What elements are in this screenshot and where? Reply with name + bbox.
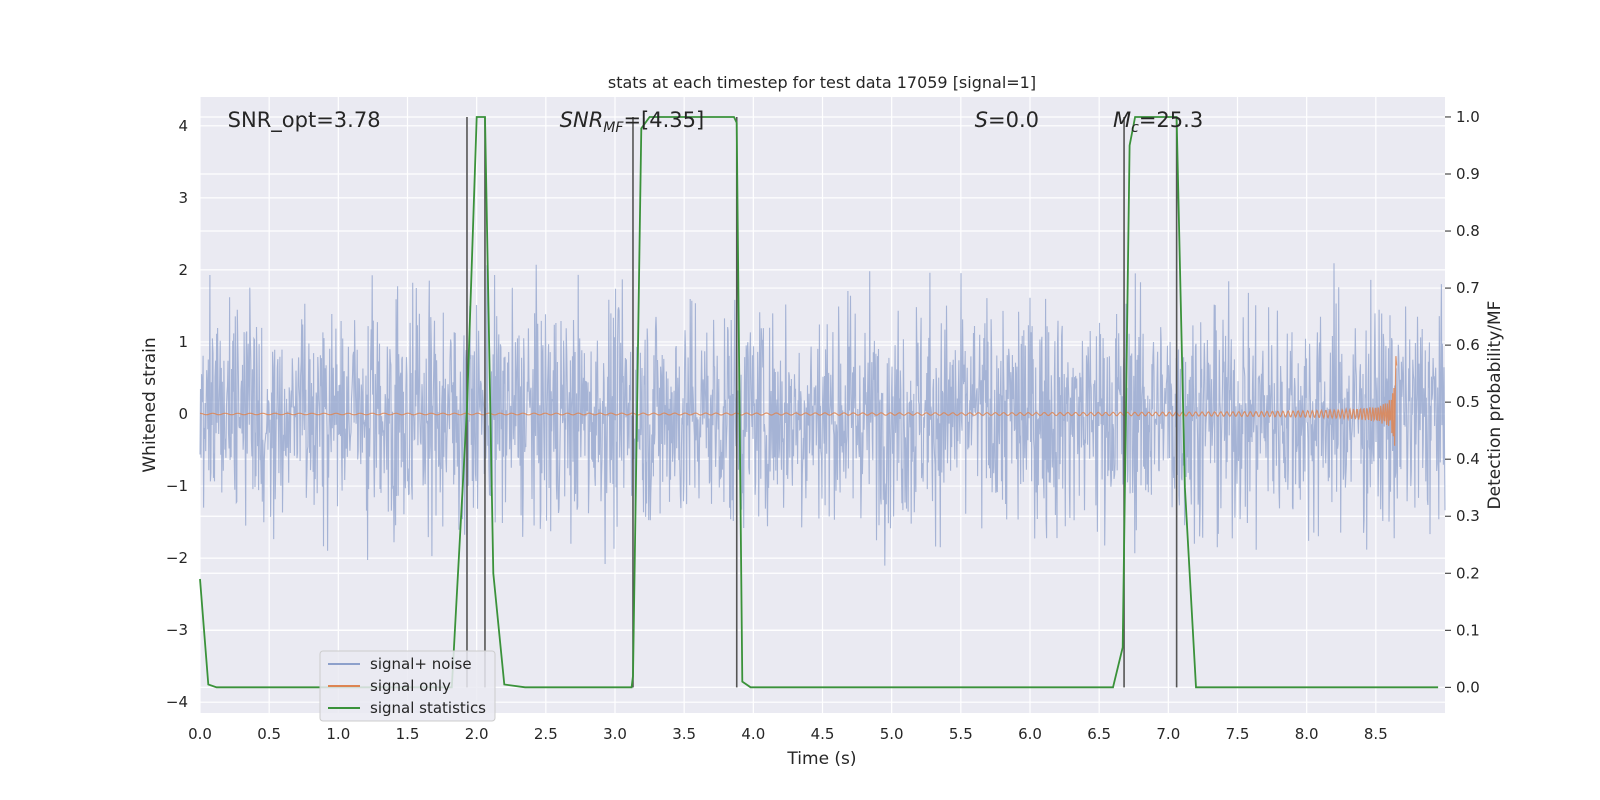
x-tick-label: 4.0	[741, 725, 765, 743]
y-tick-label: −2	[166, 549, 188, 567]
x-tick-label: 0.0	[188, 725, 212, 743]
y-tick-label: −3	[166, 621, 188, 639]
x-tick-label: 2.5	[534, 725, 558, 743]
annotation-value: =0.0	[988, 108, 1039, 132]
annotation: Mc=25.3	[1113, 108, 1203, 136]
annotation-subscript: c	[1131, 120, 1139, 136]
legend-label-signal-only: signal only	[370, 677, 451, 695]
x-tick-label: 5.0	[880, 725, 904, 743]
y-axis-label: Whitened strain	[140, 337, 160, 472]
annotations: SNR_opt=3.78 SNRMF=[4.35] S=0.0 Mc=25.3	[228, 108, 1204, 136]
y-tick-label: 1	[178, 333, 188, 351]
x-tick-label: 3.5	[672, 725, 696, 743]
annotation-subscript: MF	[603, 120, 624, 136]
y2-tick-label: 0.2	[1456, 564, 1480, 582]
annotation-value: =25.3	[1139, 108, 1203, 132]
annotation: S=0.0	[975, 108, 1039, 132]
x-tick-labels: 0.0 0.5 1.0 1.5 2.0 2.5 3.0 3.5 4.0 4.5 5.0 5.5 6.0 6…	[188, 725, 1388, 743]
y2-tick-label: 0.4	[1456, 450, 1480, 468]
y-tick-label: 3	[178, 189, 188, 207]
legend-label-signal-noise: signal+ noise	[370, 655, 472, 673]
annotation: SNRMF=[4.35]	[560, 108, 705, 136]
y2-tick-label: 0.8	[1456, 222, 1480, 240]
legend-label-signal-statistics: signal statistics	[370, 699, 486, 717]
series-signal-only	[199, 356, 1398, 446]
chirp-line	[199, 356, 1398, 446]
series-signal-noise	[199, 263, 1446, 566]
x-tick-label: 8.5	[1364, 725, 1388, 743]
statistics-line	[199, 116, 1439, 689]
x-tick-label: 4.5	[811, 725, 835, 743]
annotation-symbol: M	[1113, 108, 1131, 132]
y-tick-label: −4	[166, 693, 188, 711]
x-tick-label: 6.0	[1018, 725, 1042, 743]
x-tick-label: 1.0	[326, 725, 350, 743]
chart-title: stats at each timestep for test data 170…	[608, 73, 1036, 92]
y2-tick-labels: 1.0 0.9 0.8 0.7 0.6 0.5 0.4 0.3 0.2 0.1 0.0	[1445, 108, 1480, 696]
annotation-symbol: SNR	[560, 108, 604, 132]
y2-tick-label: 0.5	[1456, 393, 1480, 411]
x-tick-label: 1.5	[396, 725, 420, 743]
x-axis-label: Time (s)	[786, 749, 856, 769]
annotation-value: =[4.35]	[623, 108, 704, 132]
y2-tick-label: 0.1	[1456, 621, 1480, 639]
y-tick-label: 4	[178, 117, 188, 135]
x-tick-label: 6.5	[1087, 725, 1111, 743]
y2-tick-label: 0.3	[1456, 507, 1480, 525]
x-tick-label: 7.0	[1156, 725, 1180, 743]
x-tick-label: 2.0	[465, 725, 489, 743]
y2-tick-label: 0.7	[1456, 279, 1480, 297]
y-tick-label: 0	[178, 405, 188, 423]
legend-box	[319, 650, 496, 722]
y-tick-label: 2	[178, 261, 188, 279]
y2-tick-label: 0.0	[1456, 678, 1480, 696]
y2-axis-label: Detection probability/MF	[1485, 301, 1505, 510]
x-tick-label: 7.5	[1226, 725, 1250, 743]
y2-tick-label: 0.9	[1456, 165, 1480, 183]
noise-line	[199, 263, 1446, 566]
x-tick-label: 0.5	[257, 725, 281, 743]
y2-tick-label: 0.6	[1456, 336, 1480, 354]
y-tick-labels: 4 3 2 1 0 −1 −2 −3 −4	[166, 117, 188, 711]
x-tick-label: 8.0	[1295, 725, 1319, 743]
x-tick-label: 5.5	[949, 725, 973, 743]
x-tick-label: 3.0	[603, 725, 627, 743]
y2-tick-label: 1.0	[1456, 108, 1480, 126]
annotation-symbol: S	[975, 108, 988, 132]
annotation: SNR_opt=3.78	[228, 108, 381, 133]
y-tick-label: −1	[166, 477, 188, 495]
legend: signal+ noise signal only signal statist…	[319, 650, 496, 722]
series-signal-statistics	[199, 116, 1439, 689]
